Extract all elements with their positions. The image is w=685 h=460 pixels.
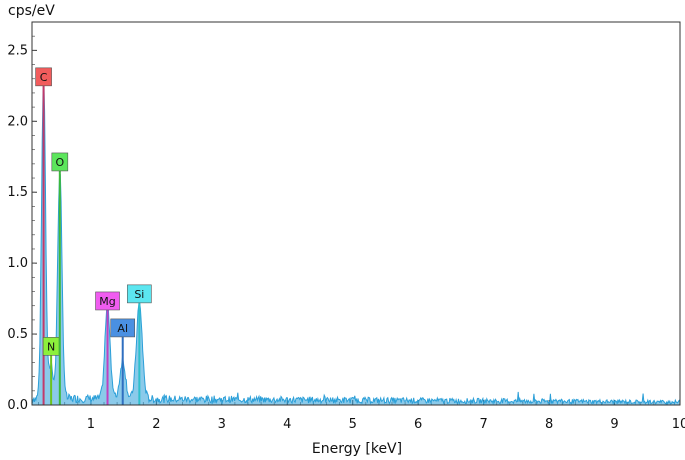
x-tick-label: 5	[349, 417, 357, 432]
y-axis-title: cps/eV	[8, 3, 55, 19]
element-tag-o	[51, 152, 69, 172]
x-tick-label: 3	[218, 417, 226, 432]
element-label-n: N	[47, 340, 55, 353]
y-tick-label: 0.0	[7, 398, 28, 413]
spectrum-line	[31, 79, 681, 406]
element-label-mg: Mg	[99, 295, 115, 308]
element-label-al: Al	[117, 322, 128, 335]
x-tick-label: 8	[545, 417, 553, 432]
element-tag-c	[35, 67, 52, 87]
x-tick-label: 6	[414, 417, 422, 432]
x-tick-label: 4	[283, 417, 291, 432]
plot-frame	[31, 21, 681, 406]
y-tick-label: 2.5	[7, 43, 28, 58]
element-tag-mg	[95, 291, 120, 311]
element-markers: C N O Mg Al Si	[35, 67, 152, 405]
x-tick-label: 2	[152, 417, 160, 432]
x-tick-label: 1	[87, 417, 95, 432]
y-tick-label: 2.0	[7, 114, 28, 129]
y-tick-label: 0.5	[7, 327, 28, 342]
element-tag-si	[127, 284, 152, 304]
x-axis-title: Energy [keV]	[312, 441, 402, 457]
y-axis: 0.0 0.5 1.0 1.5 2.0 2.5	[7, 35, 37, 413]
spectrum-series	[31, 79, 681, 406]
y-tick-label: 1.0	[7, 256, 28, 271]
x-tick-label: 9	[610, 417, 618, 432]
element-tag-al	[110, 318, 136, 338]
x-tick-label: 7	[479, 417, 487, 432]
element-label-si: Si	[134, 288, 144, 301]
element-label-c: C	[40, 71, 48, 84]
y-tick-label: 1.5	[7, 185, 28, 200]
x-tick-label: 10	[672, 417, 685, 432]
element-label-o: O	[55, 156, 64, 169]
